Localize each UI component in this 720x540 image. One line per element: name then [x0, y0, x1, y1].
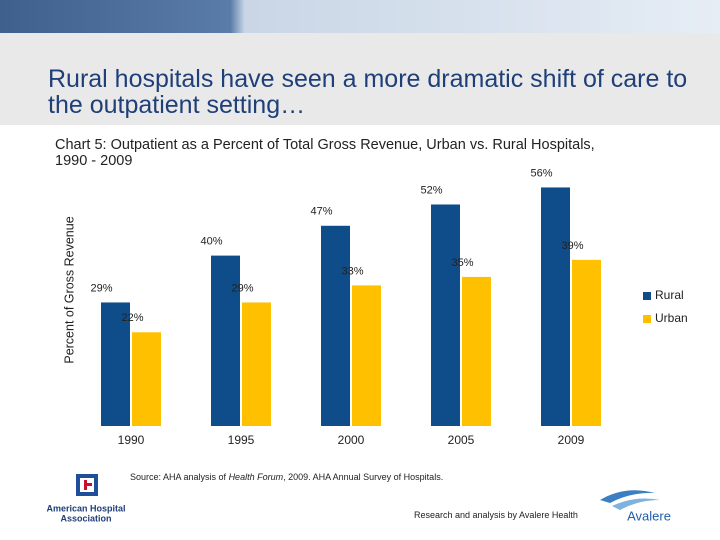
slide-title: Rural hospitals have seen a more dramati… — [48, 65, 688, 119]
value-label: 29% — [231, 282, 253, 294]
x-tick-label: 2009 — [558, 433, 585, 447]
logo-text: Association — [60, 513, 111, 523]
bar — [211, 255, 240, 426]
bar — [242, 302, 271, 426]
legend-swatch — [643, 315, 651, 323]
value-label: 47% — [310, 206, 332, 218]
x-tick-label: 1995 — [228, 433, 255, 447]
x-tick-label: 2000 — [338, 433, 365, 447]
chart-title: Chart 5: Outpatient as a Percent of Tota… — [55, 137, 595, 169]
credit: Research and analysis by Avalere Health — [414, 510, 578, 520]
value-label: 52% — [420, 184, 442, 196]
logo-shape — [612, 498, 660, 510]
bar — [462, 276, 491, 426]
y-axis-label: Percent of Gross Revenue — [62, 216, 76, 363]
x-tick-label: 2005 — [448, 433, 475, 447]
value-label: 29% — [90, 282, 112, 294]
value-label: 40% — [200, 236, 222, 248]
legend-label: Rural — [655, 288, 684, 302]
bar — [132, 332, 161, 426]
bar — [572, 259, 601, 426]
source-italic: Health Forum — [228, 472, 284, 482]
logo-text: Avalere — [627, 508, 671, 523]
value-label: 56% — [530, 167, 552, 179]
value-label: 22% — [121, 312, 143, 324]
logo-shape — [600, 490, 655, 503]
source-text: , 2009. AHA Annual Survey of Hospitals. — [283, 472, 444, 482]
avalere-logo: Avalere — [600, 490, 671, 523]
value-label: 39% — [561, 240, 583, 252]
bar — [431, 204, 460, 426]
logo-shape — [84, 483, 92, 486]
value-label: 35% — [451, 257, 473, 269]
x-tick-label: 1990 — [118, 433, 145, 447]
bar — [101, 302, 130, 426]
legend-label: Urban — [655, 311, 688, 325]
title-band — [0, 33, 720, 125]
banner — [0, 0, 720, 33]
logo-text: American Hospital — [46, 503, 125, 513]
bar — [541, 187, 570, 426]
source-text: Source: AHA analysis of — [130, 472, 229, 482]
source-note: Source: AHA analysis of Health Forum, 20… — [130, 472, 443, 482]
value-label: 33% — [341, 265, 363, 277]
aha-logo: American Hospital Association — [46, 474, 126, 523]
bar — [352, 285, 381, 426]
bar — [321, 225, 350, 426]
legend-swatch — [643, 292, 651, 300]
